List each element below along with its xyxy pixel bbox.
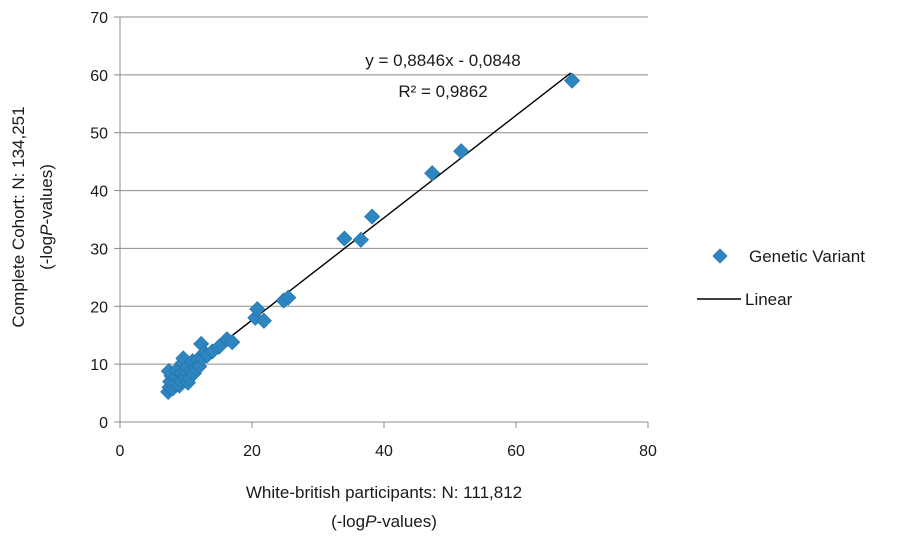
y-axis-ticks: 0 10 20 30 40 50 60 70	[90, 10, 120, 432]
data-point-41	[424, 165, 441, 182]
data-point-34	[249, 301, 266, 318]
y-axis-title-line1: Complete Cohort: N: 134,251	[9, 106, 28, 327]
data-point-42	[453, 143, 470, 160]
trendline-layer	[167, 72, 572, 386]
y-tick-label-20: 20	[90, 299, 108, 316]
y-tick-label-10: 10	[90, 357, 108, 374]
gridlines	[120, 16, 648, 365]
data-point-39	[352, 231, 369, 248]
x-axis-title-line2: (-logP-values)	[331, 512, 437, 531]
legend-label-linear: Linear	[745, 290, 793, 309]
data-point-38	[336, 230, 353, 247]
data-point-32	[224, 334, 241, 351]
data-points	[160, 72, 581, 400]
y-tick-label-30: 30	[90, 241, 108, 258]
y-axis-title-line2: (-logP-values)	[37, 164, 56, 270]
data-point-37	[280, 289, 297, 306]
y-tick-label-50: 50	[90, 126, 108, 143]
x-tick-label-60: 60	[507, 443, 525, 460]
x-tick-label-80: 80	[639, 443, 657, 460]
y-tick-label-70: 70	[90, 10, 108, 27]
data-point-43	[564, 72, 581, 89]
trendline-r2: R² = 0,9862	[398, 82, 487, 101]
x-tick-label-40: 40	[375, 443, 393, 460]
legend: Genetic Variant Linear	[697, 247, 865, 309]
x-tick-label-20: 20	[243, 443, 261, 460]
y-tick-label-40: 40	[90, 184, 108, 201]
trendline-equation: y = 0,8846x - 0,0848	[365, 51, 520, 70]
legend-marker-genetic-variant	[712, 248, 728, 264]
trendline	[167, 72, 572, 386]
x-axis-ticks: 0 20 40 60 80	[116, 422, 657, 460]
legend-label-genetic-variant: Genetic Variant	[749, 247, 865, 266]
y-tick-label-0: 0	[99, 415, 108, 432]
y-tick-label-60: 60	[90, 68, 108, 85]
x-tick-label-0: 0	[116, 443, 125, 460]
x-axis-title-line1: White-british participants: N: 111,812	[246, 483, 522, 502]
data-point-40	[364, 208, 381, 225]
data-point-35	[255, 312, 272, 329]
